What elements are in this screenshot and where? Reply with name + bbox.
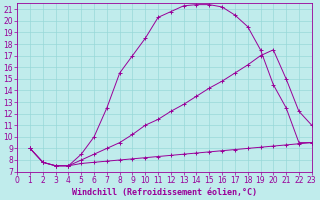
- X-axis label: Windchill (Refroidissement éolien,°C): Windchill (Refroidissement éolien,°C): [72, 188, 257, 197]
